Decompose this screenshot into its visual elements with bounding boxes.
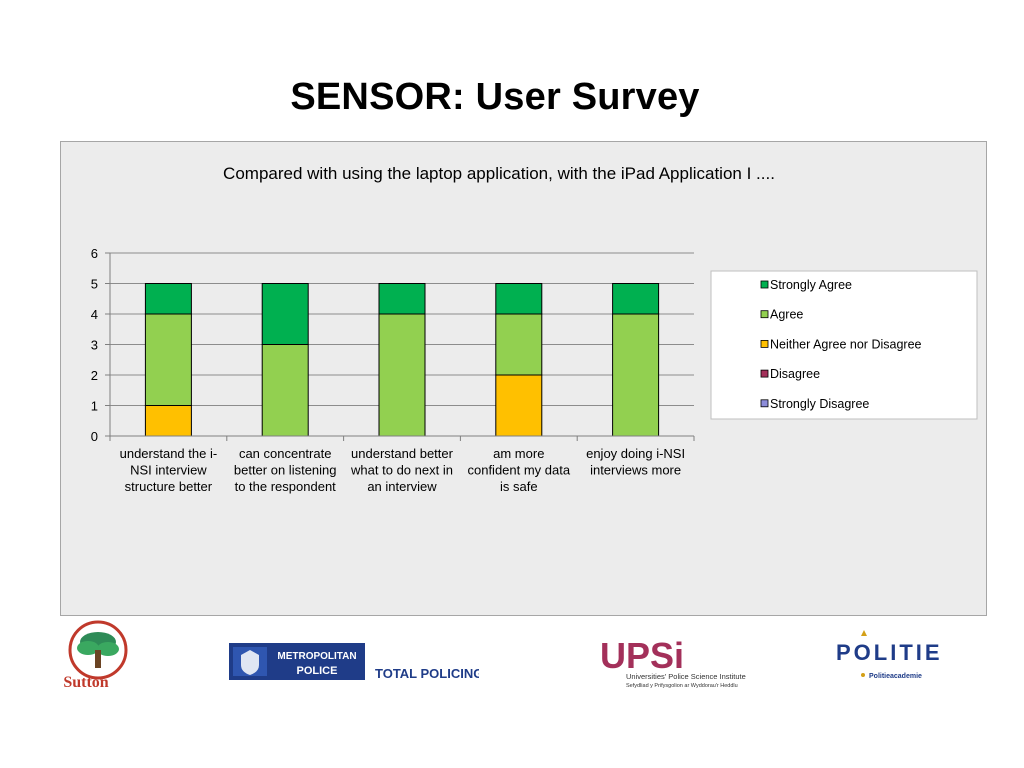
x-tick-label: NSI interview [130,463,207,478]
legend-swatch [760,369,769,378]
bar-segment [378,313,426,437]
politie-logo: POLITIE Politieacademie [836,626,951,686]
chart-title: Compared with using the laptop applicati… [223,164,775,183]
politie-mark: POLITIE Politieacademie [836,630,943,680]
politie-name: POLITIE [836,640,943,665]
y-tick-label: 6 [91,246,98,261]
upsi-line2: Sefydliad y Prifysgolion ar Wyddorau'r H… [626,683,738,689]
x-tick-label: confident my data [467,463,570,478]
legend-label: Disagree [770,367,820,381]
bar-segment [261,283,309,345]
upsi-mark: UPSi Universities' Police Science Instit… [600,635,746,689]
bar-segment [378,283,426,315]
sutton-label: Sutton [63,674,108,690]
legend-label: Strongly Agree [770,278,852,292]
bar-segment [144,405,192,437]
x-tick-label: understand better [351,446,454,461]
x-tick-label: to the respondent [235,479,337,494]
met-police-logo: METROPOLITAN POLICE TOTAL POLICING [229,643,483,683]
crown-icon [861,630,867,636]
x-tick-label: structure better [125,479,213,494]
y-tick-label: 4 [91,307,98,322]
upsi-logo: UPSi Universities' Police Science Instit… [600,634,760,694]
legend-label: Strongly Disagree [770,397,869,411]
x-tick-label: better on listening [234,463,337,478]
met-line2: POLICE [297,665,338,677]
legend-swatch [760,399,769,408]
legend-box [710,270,978,420]
legend-swatch [760,310,769,319]
bar-segment [612,283,660,315]
y-tick-label: 5 [91,277,98,292]
x-tick-label: enjoy doing i-NSI [586,446,685,461]
x-tick-label: am more [493,446,544,461]
bar-segment [612,313,660,437]
upsi-wordmark: UPSi [600,635,684,676]
x-tick-label: can concentrate [239,446,332,461]
sutton-tree-emblem: Sutton [63,620,128,691]
sutton-logo: Sutton [56,620,136,691]
bar-segment [495,283,543,315]
crest-icon [241,650,259,675]
footer-logos: Sutton METROPOLITAN POLICE TOTAL POLICIN… [0,618,1024,698]
legend-swatch [760,280,769,289]
bar-segment [495,313,543,376]
legend-swatch [760,339,769,348]
x-tick-label: understand the i- [120,446,218,461]
stacked-bar-chart: Compared with using the laptop applicati… [91,164,978,494]
legend-label: Neither Agree nor Disagree [770,337,922,351]
legend-label: Agree [770,308,803,322]
bar-segment [144,313,192,406]
y-tick-label: 0 [91,429,98,444]
met-tagline: TOTAL POLICING [375,666,479,681]
bar-segment [261,344,309,437]
met-police-badge: METROPOLITAN POLICE TOTAL POLICING [229,643,483,681]
upsi-line1: Universities' Police Science Institute [626,672,746,681]
bar-segment [495,374,543,437]
slide-title: SENSOR: User Survey [290,76,700,118]
politie-sub: Politieacademie [869,673,922,680]
x-tick-label: what to do next in [350,463,453,478]
met-line1: METROPOLITAN [277,651,356,662]
x-tick-label: is safe [500,479,538,494]
y-tick-label: 3 [91,338,98,353]
y-tick-label: 2 [91,368,98,383]
bar-segment [144,283,192,315]
chart-area: Compared with using the laptop applicati… [60,141,987,616]
y-tick-label: 1 [91,399,98,414]
x-tick-label: an interview [367,479,437,494]
x-tick-label: interviews more [590,463,681,478]
